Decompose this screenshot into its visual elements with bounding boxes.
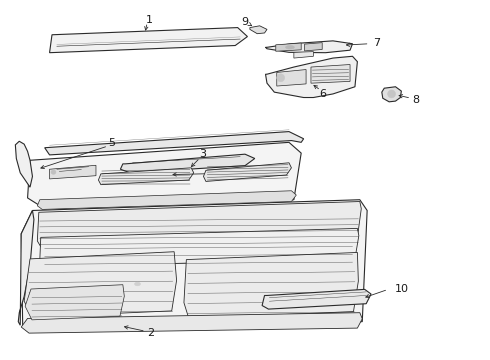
Text: 3: 3 <box>199 149 206 159</box>
Text: 9: 9 <box>242 17 248 27</box>
Ellipse shape <box>388 90 395 98</box>
Polygon shape <box>37 191 296 210</box>
Polygon shape <box>266 41 352 53</box>
Polygon shape <box>276 43 301 51</box>
Ellipse shape <box>277 74 285 82</box>
Polygon shape <box>37 202 361 247</box>
Polygon shape <box>49 165 96 179</box>
Polygon shape <box>294 51 314 58</box>
Text: 7: 7 <box>373 38 381 48</box>
Polygon shape <box>305 42 322 51</box>
Polygon shape <box>45 132 304 155</box>
Text: 10: 10 <box>394 284 408 294</box>
Polygon shape <box>203 163 292 181</box>
Polygon shape <box>24 252 176 317</box>
Ellipse shape <box>286 45 294 49</box>
Polygon shape <box>21 313 362 333</box>
Text: 6: 6 <box>319 89 327 99</box>
Polygon shape <box>121 154 255 173</box>
Polygon shape <box>262 289 371 309</box>
Polygon shape <box>49 28 247 53</box>
Polygon shape <box>277 69 306 86</box>
Polygon shape <box>18 211 34 325</box>
Polygon shape <box>15 141 32 187</box>
Ellipse shape <box>135 282 141 286</box>
Polygon shape <box>27 142 301 209</box>
Polygon shape <box>382 87 401 102</box>
Polygon shape <box>40 228 359 267</box>
Polygon shape <box>266 56 357 98</box>
Polygon shape <box>98 168 194 185</box>
Text: 5: 5 <box>109 139 116 148</box>
Ellipse shape <box>51 170 56 174</box>
Text: 8: 8 <box>413 95 419 105</box>
Text: 2: 2 <box>147 328 155 338</box>
Polygon shape <box>25 285 124 320</box>
Text: 1: 1 <box>146 15 153 25</box>
Polygon shape <box>21 200 367 330</box>
Polygon shape <box>250 26 267 34</box>
Polygon shape <box>311 64 350 83</box>
Polygon shape <box>184 252 358 319</box>
Text: 4: 4 <box>218 168 225 179</box>
